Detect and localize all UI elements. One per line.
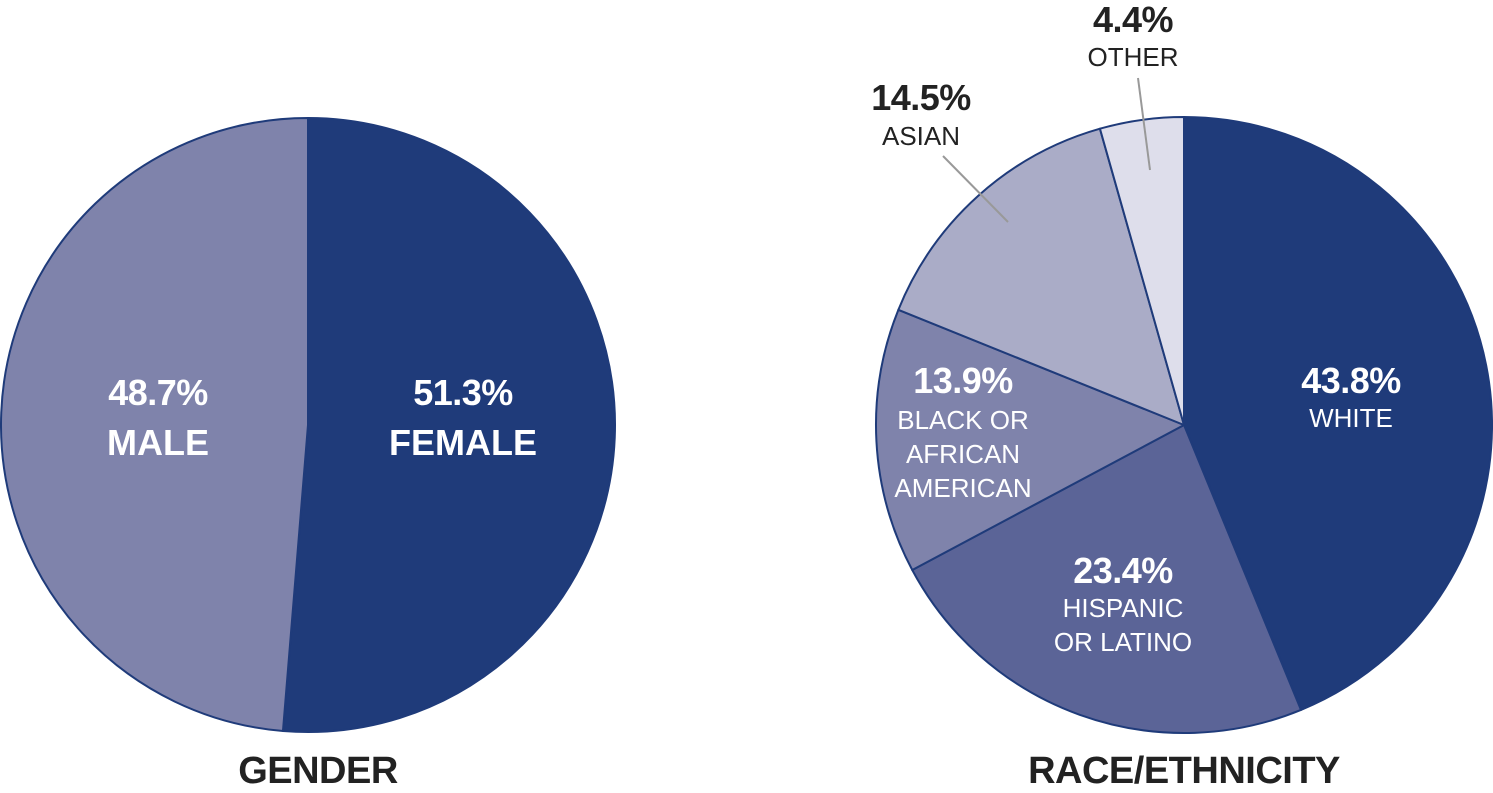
- pie-slice-black-or-african-american: [875, 308, 1185, 571]
- pie-slice-asian: [897, 127, 1185, 426]
- other-leader-line: [1137, 77, 1151, 171]
- race-ethnicity-pie: [875, 116, 1493, 734]
- black-label: BLACK OR AFRICAN AMERICAN: [894, 405, 1031, 503]
- male-percent-label: 48.7%: [108, 372, 208, 413]
- black-percent-label: 13.9%: [913, 360, 1013, 401]
- gender-pie: [0, 117, 616, 733]
- white-percent-label: 43.8%: [1301, 360, 1401, 401]
- gender-title: GENDER: [238, 750, 398, 792]
- asian-label: ASIAN: [882, 121, 960, 151]
- pie-slice-male: [0, 117, 309, 732]
- race-ethnicity-title: RACE/ETHNICITY: [1028, 750, 1340, 792]
- white-label: WHITE: [1309, 403, 1393, 433]
- pie-slice-hispanic-or-latino: [911, 424, 1302, 734]
- female-percent-label: 51.3%: [413, 372, 513, 413]
- asian-percent-label: 14.5%: [871, 77, 971, 118]
- pie-slice-white: [1183, 116, 1493, 711]
- other-label: OTHER: [1088, 42, 1179, 72]
- hispanic-label: HISPANIC OR LATINO: [1054, 593, 1192, 657]
- male-label: MALE: [107, 422, 209, 463]
- female-label: FEMALE: [389, 422, 537, 463]
- pie-slice-female: [281, 117, 616, 733]
- other-percent-label: 4.4%: [1093, 0, 1174, 40]
- pie-slice-other: [1098, 116, 1185, 426]
- asian-leader-line: [942, 155, 1009, 223]
- hispanic-percent-label: 23.4%: [1073, 550, 1173, 591]
